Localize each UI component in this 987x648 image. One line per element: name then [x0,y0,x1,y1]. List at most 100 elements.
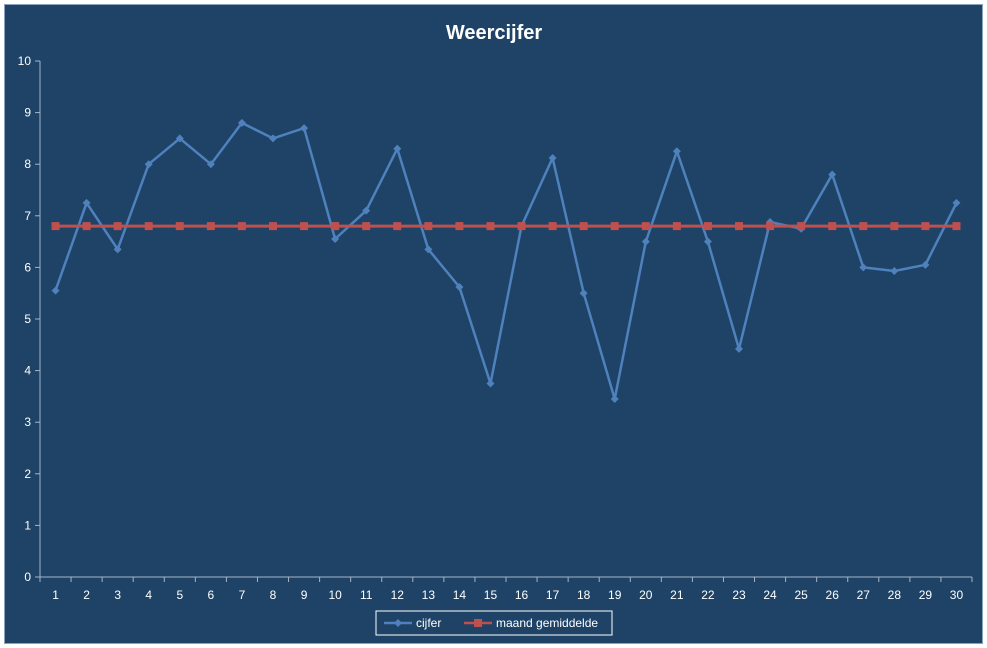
data-point [579,222,588,231]
series-maand-gemiddelde [51,222,961,231]
x-tick-label: 30 [950,588,964,602]
data-point [455,222,464,231]
data-point [703,237,712,246]
x-tick-label: 9 [301,588,308,602]
data-point [362,206,371,215]
y-tick-label: 10 [18,54,32,68]
axes [35,60,973,582]
data-point [393,222,402,231]
data-point [51,286,60,295]
x-tick-label: 8 [270,588,277,602]
data-point [206,222,215,231]
x-tick-label: 25 [794,588,808,602]
data-point [797,222,806,231]
data-point [331,222,340,231]
x-tick-label: 13 [422,588,436,602]
x-tick-label: 27 [857,588,871,602]
x-tick-label: 2 [83,588,90,602]
data-point [735,222,743,231]
data-point [82,198,91,207]
data-point [890,222,899,231]
legend-label: cijfer [416,616,441,630]
y-tick-label: 0 [24,570,31,584]
x-tick-label: 22 [701,588,715,602]
data-point [921,260,930,269]
data-point [703,222,712,231]
legend-label: maand gemiddelde [496,616,598,630]
series-line [54,121,958,401]
x-tick-label: 28 [888,588,902,602]
y-tick-label: 7 [24,209,31,223]
data-point [393,144,402,153]
x-tick-label: 21 [670,588,684,602]
data-point [548,222,557,231]
data-point [641,222,650,231]
x-tick-labels: 1 2 3 4 5 6 7 8 9 10 11 12 13 14 15 16 17 18 19 20 21 22 23 24 2… [52,588,963,602]
series-cijfer [51,118,961,403]
data-point [517,222,526,231]
data-point [237,222,246,231]
x-tick-label: 18 [577,588,591,602]
data-point [952,222,961,231]
y-tick-label: 5 [24,312,31,326]
data-point [828,222,837,231]
y-tick-label: 2 [24,467,31,481]
data-point [486,222,495,231]
x-tick-label: 16 [515,588,529,602]
x-tick-label: 10 [328,588,342,602]
x-tick-label: 3 [114,588,121,602]
x-tick-label: 7 [239,588,246,602]
x-tick-label: 23 [732,588,746,602]
data-point [859,222,868,231]
data-point [672,147,681,156]
legend-box [375,610,613,636]
x-tick-label: 6 [208,588,215,602]
series-layer [51,118,961,403]
data-point [641,237,650,246]
x-tick-label: 4 [145,588,152,602]
data-point [672,222,681,231]
data-point [766,222,775,231]
x-tick-label: 24 [763,588,777,602]
legend: cijfer maand gemiddelde [375,610,613,636]
data-point [206,160,215,169]
data-point [952,198,961,207]
x-tick-label: 5 [176,588,183,602]
data-point [735,344,743,353]
x-tick-label: 17 [546,588,560,602]
data-point [175,222,184,231]
data-point [859,263,868,272]
data-point [548,154,557,163]
data-point [300,222,309,231]
y-tick-label: 8 [24,157,31,171]
data-point [331,235,340,244]
y-tick-label: 1 [24,518,31,532]
x-tick-label: 14 [453,588,467,602]
data-point [269,222,277,231]
x-tick-label: 12 [391,588,405,602]
y-tick-label: 9 [24,106,31,120]
x-tick-label: 11 [360,588,373,602]
data-point [144,222,153,231]
data-point [610,222,619,231]
data-point [579,289,588,298]
data-point [51,222,60,231]
chart-title: Weercijfer [446,22,543,44]
x-tick-label: 29 [919,588,933,602]
y-tick-label: 4 [24,364,31,378]
data-point [610,394,619,403]
data-point [921,222,930,231]
data-point [237,118,246,127]
y-tick-labels: 0 1 2 3 4 5 6 7 8 9 10 [18,54,32,584]
data-point [890,267,899,276]
x-tick-label: 15 [484,588,498,602]
data-point [82,222,91,231]
x-tick-label: 26 [826,588,840,602]
data-point [300,124,309,133]
data-point [424,245,433,254]
data-point [113,245,122,254]
data-point [269,134,277,143]
y-tick-label: 6 [24,260,31,274]
y-tick-label: 3 [24,415,31,429]
